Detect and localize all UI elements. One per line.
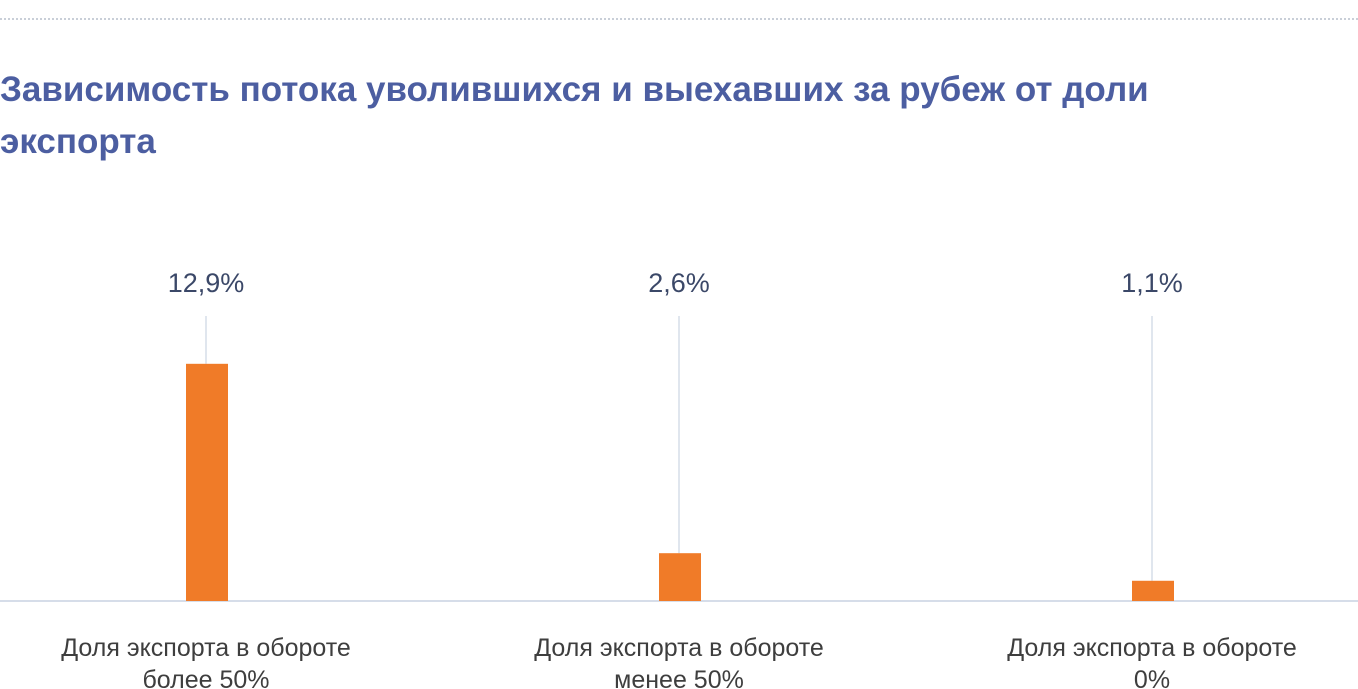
bar [186, 363, 228, 601]
data-label: 1,1% [1121, 268, 1183, 298]
data-label: 2,6% [648, 268, 710, 298]
x-tick-label: Доля экспорта в обороте менее 50% [534, 634, 824, 689]
data-label: 12,9% [168, 268, 245, 298]
bar [1132, 580, 1174, 601]
x-tick-label: Доля экспорта в обороте более 50% [61, 634, 351, 689]
x-tick-label: Доля экспорта в обороте 0% [1007, 634, 1297, 689]
x-tick-label-line: менее 50% [614, 666, 744, 689]
x-tick-label-line: Доля экспорта в обороте [61, 634, 351, 662]
chart-title: Зависимость потока уволившихся и выехавш… [0, 70, 1149, 161]
x-tick-label-line: более 50% [142, 666, 269, 689]
x-tick-label-line: Доля экспорта в обороте [534, 634, 824, 662]
bar [659, 553, 701, 601]
x-tick-label-line: Доля экспорта в обороте [1007, 634, 1297, 662]
top-dotted-rule [0, 18, 1358, 20]
x-tick-label-line: 0% [1134, 666, 1170, 689]
